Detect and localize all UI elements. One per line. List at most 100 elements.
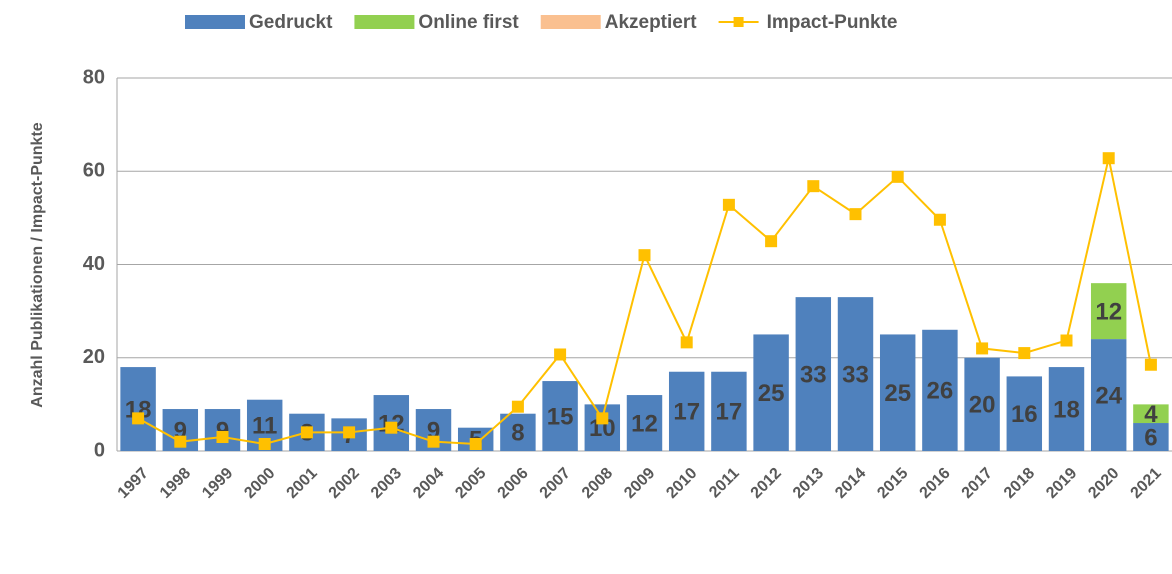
line-marker: [891, 170, 904, 183]
y-tick-label: 40: [83, 253, 105, 275]
x-tick-label: 2000: [241, 465, 278, 502]
bar: [1133, 423, 1169, 451]
x-tick-label: 2007: [537, 465, 574, 502]
x-tick-label: 2005: [452, 465, 489, 502]
line-marker: [680, 336, 693, 349]
bar: [837, 297, 874, 451]
data-label: 17: [673, 399, 700, 426]
bar: [964, 357, 1000, 451]
data-label: 15: [547, 403, 574, 430]
data-label: 4: [1144, 401, 1158, 428]
legend-swatch: [354, 15, 415, 29]
data-label: 12: [631, 410, 658, 437]
line-marker: [1144, 358, 1157, 371]
bar: [1090, 283, 1127, 340]
legend-label: Online first: [418, 12, 519, 33]
bar: [1090, 339, 1127, 451]
data-label: 25: [884, 380, 911, 407]
x-tick-label: 2011: [706, 465, 743, 502]
x-tick-label: 2006: [495, 465, 532, 502]
x-tick-label: 2021: [1128, 465, 1165, 502]
x-tick-label: 1999: [199, 465, 236, 502]
y-tick-label: 60: [83, 160, 105, 182]
legend-label: Akzeptiert: [605, 12, 698, 33]
data-label: 25: [758, 380, 785, 407]
bar: [542, 381, 578, 451]
line-marker: [596, 412, 609, 425]
legend-marker: [733, 17, 744, 27]
line-marker: [849, 208, 862, 221]
y-tick-label: 0: [94, 439, 105, 461]
x-tick-label: 2009: [621, 465, 658, 502]
x-tick-label: 2018: [1001, 465, 1038, 502]
y-tick-label: 20: [83, 346, 105, 368]
line-marker: [807, 180, 820, 193]
line-marker: [1102, 152, 1115, 165]
y-axis-label: Anzahl Publikationen / Impact-Punkte: [29, 122, 46, 407]
bar: [711, 371, 747, 451]
line-marker: [216, 431, 229, 444]
line-marker: [1018, 347, 1031, 360]
bar: [500, 413, 536, 451]
x-tick-label: 2016: [917, 465, 954, 502]
x-tick-label: 2008: [579, 465, 616, 502]
x-tick-label: 2002: [326, 465, 363, 502]
x-tick-label: 2004: [410, 465, 447, 502]
x-tick-label: 2014: [832, 465, 869, 502]
bar: [120, 367, 156, 451]
data-label: 12: [1095, 298, 1122, 325]
bar: [626, 395, 663, 451]
data-label: 11: [252, 413, 277, 440]
data-label: 8: [511, 420, 524, 447]
legend-label: Gedruckt: [249, 12, 333, 33]
bar: [879, 334, 916, 451]
x-tick-label: 2012: [748, 465, 785, 502]
bar: [584, 404, 621, 451]
line-marker: [300, 426, 313, 439]
legend-label: Impact-Punkte: [767, 12, 898, 33]
x-tick-label: 2010: [663, 465, 700, 502]
x-tick-label: 2013: [790, 465, 827, 502]
data-label: 26: [927, 378, 954, 405]
line-marker: [976, 342, 989, 355]
bar: [1006, 376, 1043, 451]
line-marker: [343, 426, 356, 439]
line-marker: [933, 213, 946, 226]
y-tick-label: 80: [83, 66, 105, 88]
data-label: 24: [1095, 382, 1122, 409]
data-label: 17: [716, 399, 743, 426]
bar: [753, 334, 789, 451]
x-tick-label: 2020: [1085, 465, 1122, 502]
data-label: 6: [1144, 424, 1157, 451]
x-tick-label: 1997: [115, 465, 152, 502]
bar: [1133, 404, 1169, 424]
x-tick-label: 2015: [874, 465, 911, 502]
data-label: 18: [1053, 396, 1080, 423]
x-tick-label: 2003: [368, 465, 405, 502]
bar: [668, 371, 705, 451]
line-marker: [511, 400, 524, 413]
line-marker: [174, 435, 187, 448]
line-marker: [638, 249, 651, 262]
line-marker: [427, 435, 440, 448]
x-tick-label: 2017: [959, 465, 996, 502]
line-marker: [132, 412, 145, 425]
x-tick-label: 1998: [157, 465, 194, 502]
data-label: 16: [1011, 401, 1038, 428]
line-marker: [722, 198, 735, 211]
x-tick-label: 2001: [284, 465, 321, 502]
line-marker: [554, 348, 567, 361]
data-label: 20: [969, 392, 996, 419]
bar: [204, 409, 241, 451]
line-marker: [258, 438, 271, 451]
line-marker: [469, 438, 482, 451]
line-marker: [1060, 334, 1073, 347]
bar: [1048, 367, 1085, 451]
legend-swatch: [540, 15, 601, 29]
x-tick-label: 2019: [1043, 465, 1080, 502]
data-label: 33: [800, 361, 827, 388]
legend-swatch: [185, 15, 245, 29]
bar: [922, 329, 958, 451]
line-marker: [385, 421, 398, 434]
